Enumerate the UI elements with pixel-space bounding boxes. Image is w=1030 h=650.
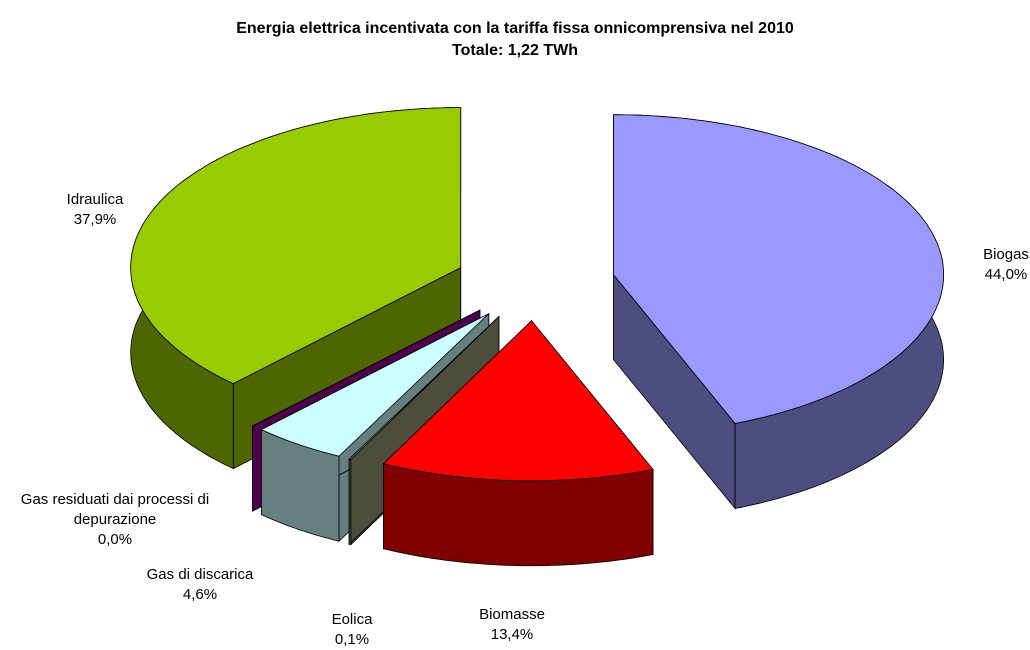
slice-label: Gas residuati dai processi di depurazion… (5, 490, 225, 550)
slice-top (348, 316, 500, 461)
slice-top (252, 309, 481, 427)
slice (382, 319, 654, 567)
slice-value: 44,0% (984, 266, 1028, 283)
slice-top (613, 114, 945, 424)
slice-value: 37,9% (73, 211, 117, 228)
chart-title: Energia elettrica incentivata con la tar… (236, 20, 794, 37)
slice-value: 0,1% (334, 631, 370, 648)
slice-name: Eolica (331, 611, 373, 628)
slice-label: Eolica 0,1% (332, 610, 373, 650)
slice-name: Biogas (983, 246, 1029, 263)
slice-name: Biomasse (479, 606, 545, 623)
slice-top (382, 320, 654, 482)
slice-label: Biomasse 13,4% (479, 605, 545, 645)
chart-subtitle: Totale: 1,22 TWh (452, 42, 578, 59)
slice (613, 114, 945, 510)
slice-name: Gas di discarica (146, 566, 254, 583)
slice-value: 13,4% (490, 626, 534, 643)
slice-value: 4,6% (182, 586, 218, 603)
slice-value: 0,0% (97, 531, 133, 548)
slice-name: Idraulica (66, 191, 124, 208)
slice-label: Biogas 44,0% (983, 245, 1029, 285)
slice-name: Gas residuati dai processi di depurazion… (20, 491, 210, 528)
slice-label: Gas di discarica 4,6% (147, 565, 254, 605)
slice-side (348, 458, 352, 546)
slice-label: Idraulica 37,9% (67, 190, 124, 230)
slice-top (130, 107, 462, 385)
slice-top (260, 313, 490, 457)
